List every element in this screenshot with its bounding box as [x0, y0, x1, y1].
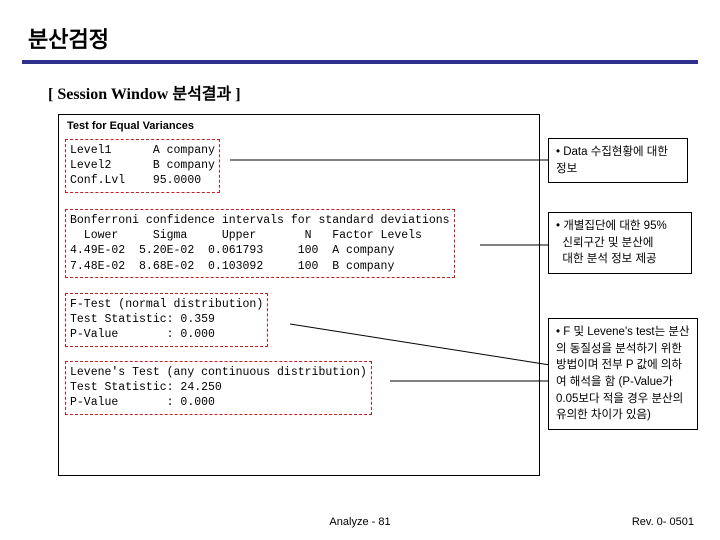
footer-center: Analyze - 81: [0, 516, 720, 528]
note2-text: • 개별집단에 대한 95% 신뢰구간 및 분산에 대한 분석 정보 제공: [556, 220, 667, 265]
note-data-info: • Data 수집현황에 대한 정보: [548, 138, 688, 183]
levene-text: Levene's Test (any continuous distributi…: [70, 365, 367, 411]
page-title: 분산검정: [0, 0, 720, 60]
box-heading: Test for Equal Variances: [59, 115, 539, 136]
connector-line-2: [480, 240, 550, 250]
note3-text: • F 및 Levene's test는 분산의 동질성을 분석하기 위한 방법…: [556, 326, 690, 421]
connector-line-3: [290, 320, 550, 370]
note-test-info: • F 및 Levene's test는 분산의 동질성을 분석하기 위한 방법…: [548, 318, 698, 430]
session-output-box: Test for Equal Variances Level1 A compan…: [58, 114, 540, 476]
connector-line-4: [390, 376, 550, 386]
bonferroni-text: Bonferroni confidence intervals for stan…: [70, 213, 450, 274]
footer-right: Rev. 0- 0501: [632, 516, 694, 528]
connector-line-1: [230, 155, 550, 165]
data-block-bonferroni: Bonferroni confidence intervals for stan…: [65, 209, 455, 278]
ftest-text: F-Test (normal distribution) Test Statis…: [70, 297, 263, 343]
data-block-levels: Level1 A company Level2 B company Conf.L…: [65, 139, 220, 193]
note-group-info: • 개별집단에 대한 95% 신뢰구간 및 분산에 대한 분석 정보 제공: [548, 212, 692, 274]
levels-text: Level1 A company Level2 B company Conf.L…: [70, 143, 215, 189]
data-block-ftest: F-Test (normal distribution) Test Statis…: [65, 293, 268, 347]
section-subtitle: [ Session Window 분석결과 ]: [0, 64, 720, 110]
note1-text: • Data 수집현황에 대한 정보: [556, 146, 668, 175]
